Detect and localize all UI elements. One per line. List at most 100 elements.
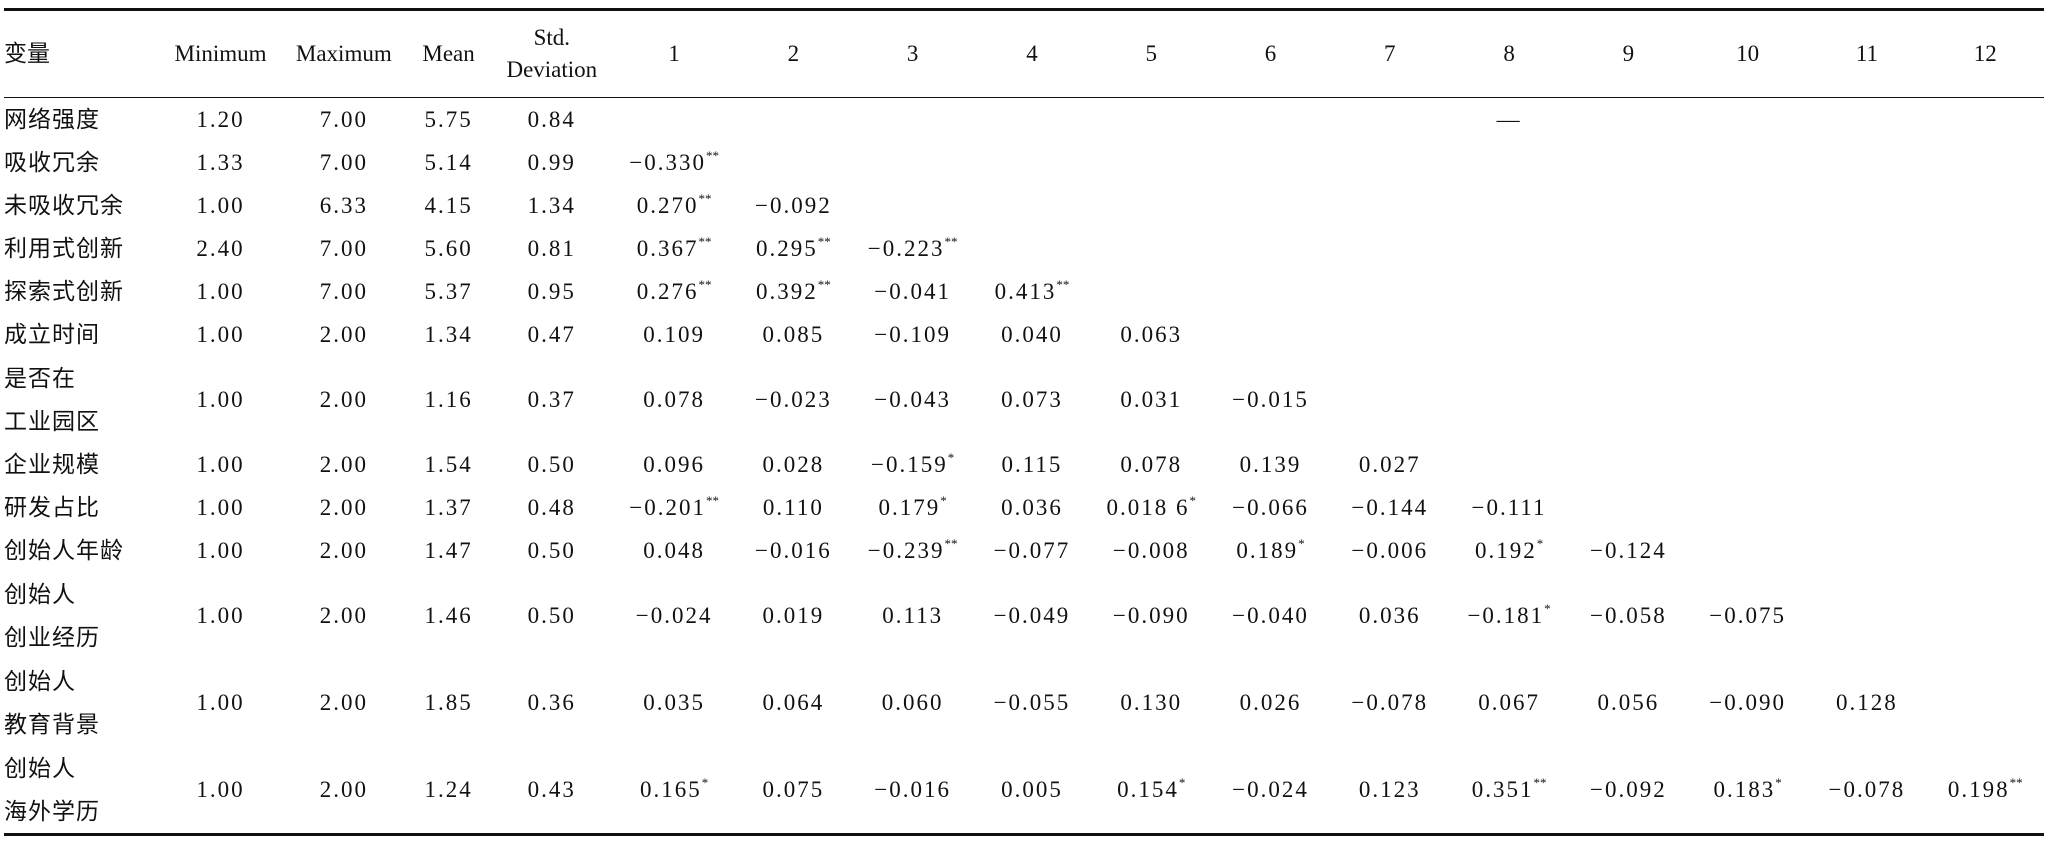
table-cell: 0.198** (1927, 746, 2044, 835)
table-cell (1927, 227, 2044, 270)
table-cell (853, 141, 972, 184)
label-text: 海外学历 (4, 798, 100, 824)
header-text: Minimum (174, 41, 267, 66)
column-header: 8 (1449, 10, 1568, 98)
table-cell (1449, 356, 1568, 443)
cell-value: 0.123 (1358, 776, 1421, 802)
table-cell: 4.15 (424, 192, 473, 218)
cell-value: 0.056 (1597, 689, 1660, 715)
table-cell (1211, 184, 1330, 227)
table-cell (1569, 141, 1688, 184)
table-cell: 5.37 (424, 278, 473, 304)
significance-mark: * (1298, 535, 1305, 551)
table-cell (1449, 227, 1568, 270)
table-cell (1688, 486, 1807, 529)
column-header: Std. Deviation (489, 10, 614, 98)
table-cell (1092, 270, 1211, 313)
table-cell (1449, 270, 1568, 313)
table-cell: 0.179* (853, 486, 972, 529)
cell-value: — (1496, 106, 1522, 132)
header-text: 10 (1736, 41, 1760, 66)
table-cell (1807, 443, 1926, 486)
table-cell: 0.060 (853, 659, 972, 746)
table-cell: 1.00 (196, 689, 245, 715)
cell-value: −0.092 (755, 192, 832, 218)
table-row: 研发占比 1.00 2.00 1.37 0.48 −0.201** 0.110 0.179* 0… (4, 486, 2044, 529)
table-cell (1569, 270, 1688, 313)
header-text: Mean (422, 41, 475, 66)
table-cell (1449, 141, 1568, 184)
cell-value: −0.124 (1589, 537, 1667, 563)
table-cell: 0.50 (527, 602, 576, 628)
significance-mark: ** (817, 276, 831, 292)
header-text: 5 (1145, 41, 1157, 66)
table-cell: 0.056 (1569, 659, 1688, 746)
table-cell: 0.035 (614, 659, 733, 746)
cell-value: 0.031 (1120, 386, 1183, 412)
cell-value: 0.027 (1358, 451, 1421, 477)
table-cell: 0.48 (527, 494, 576, 520)
table-cell: 1.00 (196, 537, 245, 563)
table-cell (614, 98, 733, 142)
table-cell: 0.027 (1330, 443, 1449, 486)
table-cell (1330, 98, 1449, 142)
table-cell (853, 98, 972, 142)
table-cell (1330, 227, 1449, 270)
cell-value: −0.016 (755, 537, 832, 563)
significance-mark: ** (698, 190, 712, 206)
row-label: 创始人 创业经历 (4, 572, 161, 659)
column-header: 9 (1569, 10, 1688, 98)
table-cell: 0.165* (614, 746, 733, 835)
label-text: 利用式创新 (4, 236, 124, 261)
table-cell: −0.006 (1330, 529, 1449, 572)
label-text: 是否在 (4, 365, 76, 391)
table-cell: 7.00 (319, 149, 368, 175)
table-row: 创始人 创业经历 1.00 2.00 1.46 0.50 −0.024 0.019 0.113 −… (4, 572, 2044, 659)
cell-value: 0.048 (643, 537, 705, 563)
table-cell: −0.008 (1092, 529, 1211, 572)
table-cell (1927, 486, 2044, 529)
table-cell: 2.00 (319, 386, 368, 412)
cell-value: 0.063 (1120, 321, 1183, 347)
table-cell: 6.33 (319, 192, 368, 218)
table-row: 创始人 海外学历 1.00 2.00 1.24 0.43 0.165* 0.075 −0.016… (4, 746, 2044, 835)
table-cell (972, 227, 1091, 270)
header-text: 6 (1264, 41, 1277, 66)
label-text: 工业园区 (4, 408, 100, 434)
table-cell: 0.110 (734, 486, 853, 529)
table-cell: 1.37 (424, 494, 473, 520)
significance-mark: ** (817, 233, 831, 249)
table-cell (1688, 313, 1807, 356)
table-cell: 1.00 (196, 494, 245, 520)
table-cell: 0.36 (527, 689, 576, 715)
table-cell: −0.090 (1688, 659, 1807, 746)
cell-value: 0.018 6 (1106, 494, 1190, 520)
column-header: Mean (408, 10, 489, 98)
table-cell: 1.85 (424, 689, 473, 715)
cell-value: −0.078 (1351, 689, 1429, 715)
table-cell (1449, 443, 1568, 486)
label-text: 成立时间 (4, 322, 100, 347)
table-cell (1569, 313, 1688, 356)
table-cell: — (1449, 98, 1568, 142)
column-header: 12 (1927, 10, 2044, 98)
label-text: 创始人 (4, 755, 76, 781)
table-cell: 1.00 (196, 602, 245, 628)
significance-mark: * (940, 492, 947, 508)
table-cell: 1.54 (424, 451, 473, 477)
table-cell: 5.60 (424, 235, 473, 261)
table-cell: −0.055 (972, 659, 1091, 746)
table-cell (1211, 313, 1330, 356)
significance-mark: * (701, 774, 709, 790)
table-cell: −0.111 (1449, 486, 1568, 529)
cell-value: −0.201 (629, 494, 706, 520)
label-text: 未吸收冗余 (4, 193, 124, 218)
table-cell: 0.130 (1092, 659, 1211, 746)
table-container: 变量 Minimum Maximum Mean Std. Deviation 1 2 3 4 5 6 7… (4, 8, 2044, 836)
table-cell: 5.75 (424, 106, 473, 132)
header-text: 1 (668, 41, 680, 66)
row-label: 创始人 教育背景 (4, 659, 161, 746)
table-cell: 0.123 (1330, 746, 1449, 835)
column-header: 1 (614, 10, 733, 98)
table-row: 是否在 工业园区 1.00 2.00 1.16 0.37 0.078 −0.023 −0.043… (4, 356, 2044, 443)
